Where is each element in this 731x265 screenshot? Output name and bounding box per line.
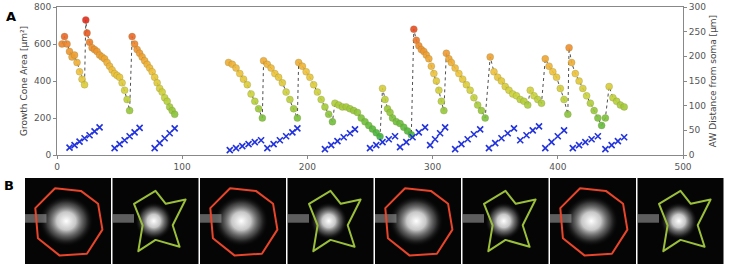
svg-text:0: 0 [54,162,60,172]
svg-text:200: 200 [689,51,706,61]
svg-text:A: A [6,9,16,24]
svg-text:100: 100 [174,162,191,172]
svg-text:0: 0 [689,150,695,160]
svg-text:200: 200 [34,113,51,123]
svg-text:50: 50 [689,125,701,135]
svg-text:600: 600 [34,39,51,49]
svg-text:Growth Cone Area [μm²]: Growth Cone Area [μm²] [19,26,29,136]
svg-text:0: 0 [45,150,51,160]
svg-text:500: 500 [674,162,691,172]
svg-text:400: 400 [549,162,566,172]
svg-text:800: 800 [34,2,51,12]
svg-text:B: B [4,178,14,193]
svg-text:250: 250 [689,27,706,37]
svg-text:300: 300 [689,2,706,12]
svg-text:150: 150 [689,76,706,86]
svg-text:200: 200 [299,162,316,172]
svg-text:AW Distance from soma [μm]: AW Distance from soma [μm] [708,15,718,147]
svg-text:300: 300 [424,162,441,172]
svg-text:400: 400 [34,76,51,86]
svg-text:100: 100 [689,101,706,111]
